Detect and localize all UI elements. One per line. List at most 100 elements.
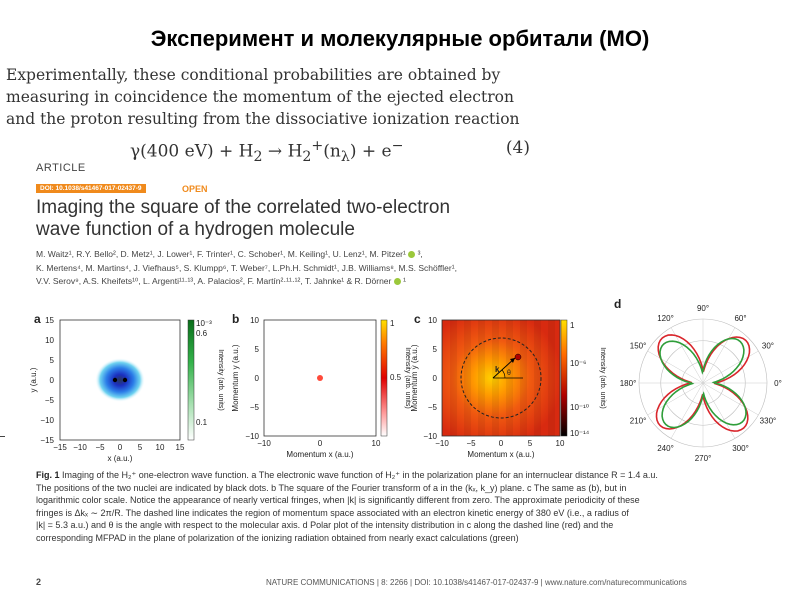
y-axis-label: y (a.u.) xyxy=(29,367,38,392)
xtick: 0 xyxy=(118,443,123,452)
intro-line: measuring in coincidence the momentum of… xyxy=(6,88,514,106)
xtick: −10 xyxy=(435,439,449,448)
ytick: −5 xyxy=(428,403,438,412)
angle-label: 90° xyxy=(697,304,709,313)
ytick: −10 xyxy=(423,432,437,441)
angle-labels: 90° 60° 30° 0° 330° 300° 270° 240° 210° 180° 150° 1… xyxy=(620,304,782,463)
colorbar-tick: 10⁻⁶ xyxy=(570,359,586,368)
polar-spoke xyxy=(702,382,759,416)
nucleus-dot xyxy=(122,377,128,383)
x-axis-label: Momentum x (a.u.) xyxy=(467,450,534,459)
caption-line: logarithmic color scale. Notice the appe… xyxy=(36,495,640,506)
angle-label: 240° xyxy=(657,444,674,453)
ytick: 0 xyxy=(50,376,55,385)
panel-d-letter: d xyxy=(614,297,622,311)
colorbar-tick: 1 xyxy=(570,321,575,330)
equation-end: ) + e xyxy=(349,141,392,162)
xtick: −10 xyxy=(73,443,87,452)
ytick: 5 xyxy=(433,345,438,354)
xtick: 5 xyxy=(138,443,143,452)
colorbar-tick: 10⁻¹⁰ xyxy=(570,403,589,412)
article-label: ARTICLE xyxy=(36,162,86,174)
angle-label: 300° xyxy=(732,444,749,453)
caption-fig-label: Fig. 1 xyxy=(36,470,60,480)
polar-spoke xyxy=(670,382,704,439)
journal-name: NATURE COMMUNICATIONS | 8: 2266 xyxy=(266,578,408,587)
intro-line: and the proton resulting from the dissoc… xyxy=(6,110,520,128)
colorbar-label: Intensity (arb. units) xyxy=(599,347,606,408)
author-line-text: M. Waitz¹, R.Y. Bello², D. Metz¹, J. Low… xyxy=(36,249,406,259)
k-marker xyxy=(514,353,522,361)
author-line-tail: ¹ xyxy=(400,276,406,286)
polar-spoke xyxy=(702,350,759,384)
energy-circle xyxy=(460,337,542,419)
ytick: 5 xyxy=(50,356,55,365)
polar-spoke xyxy=(702,382,736,439)
page-footer: 2 NATURE COMMUNICATIONS | 8: 2266 | DOI:… xyxy=(36,577,782,587)
footer-doi[interactable]: | DOI: 10.1038/s41467-017-02437-9 | www.… xyxy=(407,578,687,587)
panel-b-letter: b xyxy=(232,312,240,326)
x-axis-label: Momentum x (a.u.) xyxy=(286,450,353,459)
xtick: 10 xyxy=(556,439,565,448)
mfpad-curve-green xyxy=(659,337,747,429)
author-list: M. Waitz¹, R.Y. Bello², D. Metz¹, J. Low… xyxy=(36,248,506,289)
angle-label: 180° xyxy=(620,379,637,388)
xtick: −15 xyxy=(53,443,67,452)
doi-badge[interactable]: DOI: 10.1038/s41467-017-02437-9 xyxy=(36,184,146,194)
angle-label: 60° xyxy=(734,314,746,323)
colorbar-label: Intensity (arb. units) xyxy=(404,347,411,408)
paper-title: Imaging the square of the correlated two… xyxy=(36,197,506,241)
panel-a-letter: a xyxy=(34,312,41,326)
author-line: M. Waitz¹, R.Y. Bello², D. Metz¹, J. Low… xyxy=(36,248,506,262)
orcid-icon[interactable] xyxy=(408,251,416,259)
colorbar-tick: 1 xyxy=(390,319,395,328)
panel-d-polar-plot: 90° 60° 30° 0° 330° 300° 270° 240° 210° 180° 150° 1… xyxy=(620,304,782,463)
equation-lhs: γ(400 eV) + H xyxy=(130,141,254,162)
caption-line: |k| = 5.3 a.u.) and θ is the angle with … xyxy=(36,520,614,531)
panel-a-plot: 15 10 5 0 −5 −10 −15 −15 −10 −5 0 5 10 1… xyxy=(29,316,224,463)
author-line-tail: ³, xyxy=(415,249,423,259)
angle-label: 210° xyxy=(630,417,647,426)
ytick: −15 xyxy=(40,436,54,445)
ytick: 10 xyxy=(428,316,437,325)
ytick: −5 xyxy=(250,403,260,412)
colorbar-tick: 0.1 xyxy=(196,418,208,427)
wavefunction-density xyxy=(95,358,145,402)
angle-label: 330° xyxy=(760,417,777,426)
colorbar-label: Intensity (arb. units) xyxy=(217,349,224,410)
angle-label: 120° xyxy=(657,314,674,323)
equation-tail: (n xyxy=(323,141,341,162)
ytick: 10 xyxy=(250,316,259,325)
orcid-icon[interactable] xyxy=(393,278,401,286)
panel-c-plot: k θ 10 5 0 −5 −10 −10 −5 0 5 10 Momentum… xyxy=(410,316,606,459)
caption-text: Imaging of the H₂⁺ one-electron wave fun… xyxy=(59,470,658,480)
x-axis-label: x (a.u.) xyxy=(108,454,133,463)
xtick: 10 xyxy=(372,439,381,448)
angle-label: 0° xyxy=(774,379,782,388)
paper-title-line: Imaging the square of the correlated two… xyxy=(36,197,451,218)
theta-arc xyxy=(501,369,506,379)
equation-number: (4) xyxy=(505,138,530,158)
caption-line: The positions of the two nuclei are indi… xyxy=(36,482,627,493)
ytick: 15 xyxy=(45,316,54,325)
caption-line: Fig. 1 Imaging of the H₂⁺ one-electron w… xyxy=(36,469,782,482)
xtick: 0 xyxy=(318,439,323,448)
panel-c-letter: c xyxy=(414,312,421,326)
polar-spoke xyxy=(647,350,704,384)
colorbar-tick: 10⁻¹⁴ xyxy=(570,429,590,438)
colorbar-tick: 0.6 xyxy=(196,329,208,338)
colorbar-tick: 0.5 xyxy=(390,373,402,382)
xtick: 0 xyxy=(499,439,504,448)
momentum-peak xyxy=(317,375,323,381)
k-label: k xyxy=(495,365,500,374)
colorbar xyxy=(560,319,568,437)
angle-label: 270° xyxy=(695,454,712,463)
intro-paragraph: Experimentally, these conditional probab… xyxy=(6,64,536,130)
open-access-badge: OPEN xyxy=(182,183,208,194)
xtick: −5 xyxy=(95,443,105,452)
slide-title: Эксперимент и молекулярные орбитали (МО) xyxy=(150,26,650,51)
xtick: 5 xyxy=(528,439,533,448)
polar-spoke xyxy=(702,327,736,384)
polar-spoke xyxy=(647,382,704,416)
colorbar xyxy=(380,319,388,437)
